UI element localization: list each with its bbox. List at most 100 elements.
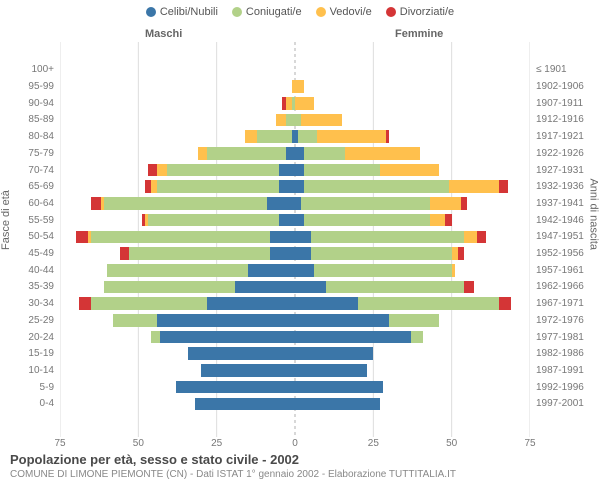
bar-segment bbox=[386, 130, 389, 143]
age-label: 30-34 bbox=[4, 298, 54, 309]
bar-segment bbox=[148, 164, 157, 177]
male-bar bbox=[195, 398, 295, 411]
pyramid-row: 0-41997-2001 bbox=[60, 396, 530, 413]
pyramid-row: 10-141987-1991 bbox=[60, 363, 530, 380]
bar-segment bbox=[188, 347, 295, 360]
female-bar bbox=[295, 347, 373, 360]
birth-year-label: 1992-1996 bbox=[536, 382, 596, 393]
male-bar bbox=[151, 331, 295, 344]
birth-year-label: 1912-1916 bbox=[536, 114, 596, 125]
birth-year-label: 1907-1911 bbox=[536, 98, 596, 109]
bar-segment bbox=[477, 231, 486, 244]
pyramid-row: 15-191982-1986 bbox=[60, 346, 530, 363]
female-bar bbox=[295, 231, 486, 244]
male-bar bbox=[245, 130, 295, 143]
bar-segment bbox=[295, 164, 304, 177]
bar-segment bbox=[311, 231, 465, 244]
bar-segment bbox=[91, 297, 207, 310]
male-bar bbox=[76, 231, 295, 244]
male-bar bbox=[145, 180, 295, 193]
male-bar bbox=[79, 297, 295, 310]
birth-year-label: 1937-1941 bbox=[536, 198, 596, 209]
legend-swatch bbox=[146, 7, 156, 17]
birth-year-label: 1962-1966 bbox=[536, 281, 596, 292]
age-label: 60-64 bbox=[4, 198, 54, 209]
bar-segment bbox=[245, 130, 258, 143]
bar-segment bbox=[458, 247, 464, 260]
legend-label: Divorziati/e bbox=[400, 6, 454, 18]
bar-segment bbox=[279, 180, 295, 193]
bar-segment bbox=[295, 147, 304, 160]
male-bar bbox=[104, 281, 295, 294]
bar-segment bbox=[314, 264, 452, 277]
bar-segment bbox=[276, 114, 285, 127]
x-tick-label: 75 bbox=[524, 438, 535, 449]
bar-segment bbox=[157, 314, 295, 327]
bar-segment bbox=[380, 164, 440, 177]
bar-segment bbox=[279, 164, 295, 177]
female-bar bbox=[295, 247, 464, 260]
bar-segment bbox=[104, 197, 267, 210]
legend-label: Celibi/Nubili bbox=[160, 6, 218, 18]
bar-segment bbox=[301, 114, 342, 127]
bar-segment bbox=[167, 164, 280, 177]
birth-year-label: 1917-1921 bbox=[536, 131, 596, 142]
bar-segment bbox=[326, 281, 464, 294]
female-bar bbox=[295, 264, 455, 277]
birth-year-label: 1902-1906 bbox=[536, 81, 596, 92]
x-tick-label: 0 bbox=[292, 438, 298, 449]
birth-year-label: 1987-1991 bbox=[536, 365, 596, 376]
female-bar bbox=[295, 398, 380, 411]
bar-segment bbox=[270, 231, 295, 244]
bar-segment bbox=[279, 214, 295, 227]
legend-label: Vedovi/e bbox=[330, 6, 372, 18]
bar-segment bbox=[295, 214, 304, 227]
bar-segment bbox=[151, 331, 160, 344]
bar-segment bbox=[295, 331, 411, 344]
age-label: 90-94 bbox=[4, 98, 54, 109]
legend: Celibi/Nubili Coniugati/e Vedovi/e Divorzia… bbox=[0, 6, 600, 18]
x-tick-label: 50 bbox=[133, 438, 144, 449]
bar-segment bbox=[304, 164, 379, 177]
bar-segment bbox=[358, 297, 499, 310]
bar-segment bbox=[295, 264, 314, 277]
female-side-label: Femmine bbox=[395, 28, 443, 40]
age-label: 5-9 bbox=[4, 382, 54, 393]
male-bar bbox=[91, 197, 295, 210]
legend-item: Coniugati/e bbox=[232, 6, 302, 18]
x-tick-label: 25 bbox=[368, 438, 379, 449]
age-label: 85-89 bbox=[4, 114, 54, 125]
male-bar bbox=[142, 214, 296, 227]
bar-segment bbox=[295, 80, 304, 93]
bar-segment bbox=[76, 231, 89, 244]
pyramid-row: 30-341967-1971 bbox=[60, 296, 530, 313]
birth-year-label: 1947-1951 bbox=[536, 231, 596, 242]
bar-segment bbox=[464, 281, 473, 294]
pyramid-row: 45-491952-1956 bbox=[60, 246, 530, 263]
bar-segment bbox=[461, 197, 467, 210]
bar-segment bbox=[295, 364, 367, 377]
legend-item: Celibi/Nubili bbox=[146, 6, 218, 18]
chart-title: Popolazione per età, sesso e stato civil… bbox=[10, 452, 456, 467]
bar-segment bbox=[304, 214, 429, 227]
age-label: 55-59 bbox=[4, 215, 54, 226]
bar-segment bbox=[129, 247, 270, 260]
chart-footer: Popolazione per età, sesso e stato civil… bbox=[10, 452, 456, 480]
birth-year-label: ≤ 1901 bbox=[536, 64, 596, 75]
bar-segment bbox=[120, 247, 129, 260]
male-bar bbox=[148, 164, 295, 177]
birth-year-label: 1997-2001 bbox=[536, 398, 596, 409]
male-bar bbox=[107, 264, 295, 277]
bar-segment bbox=[452, 264, 455, 277]
bar-segment bbox=[449, 180, 499, 193]
bar-segment bbox=[201, 364, 295, 377]
pyramid-row: 95-991902-1906 bbox=[60, 79, 530, 96]
pyramid-row: 55-591942-1946 bbox=[60, 212, 530, 229]
male-bar bbox=[201, 364, 295, 377]
bar-segment bbox=[113, 314, 157, 327]
bar-segment bbox=[295, 281, 326, 294]
age-label: 75-79 bbox=[4, 148, 54, 159]
male-bar bbox=[120, 247, 295, 260]
age-label: 40-44 bbox=[4, 265, 54, 276]
bar-segment bbox=[298, 130, 317, 143]
